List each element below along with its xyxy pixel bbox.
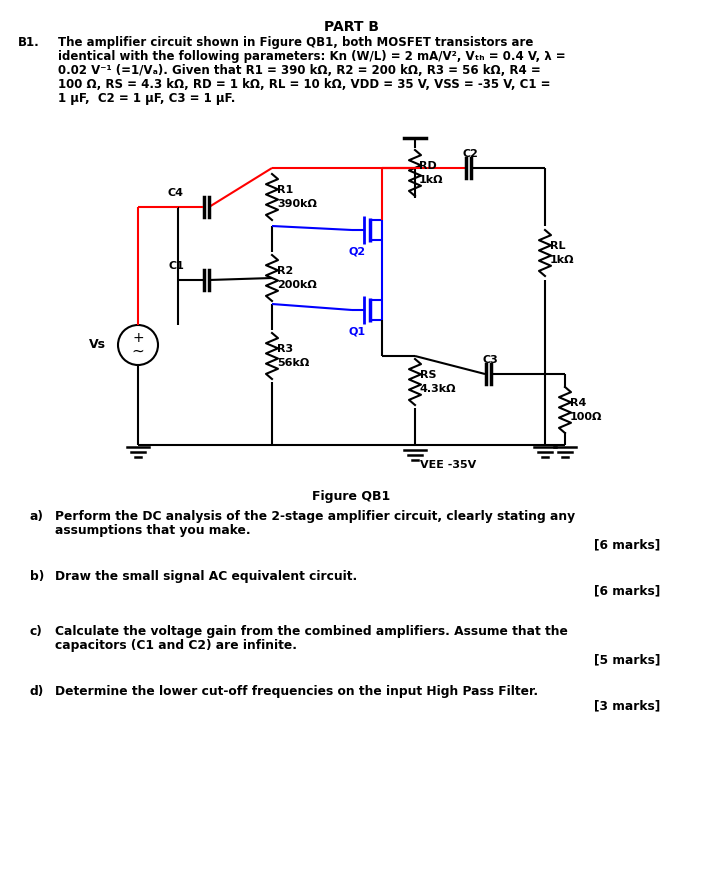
Text: +: + — [132, 331, 144, 345]
Text: Calculate the voltage gain from the combined amplifiers. Assume that the: Calculate the voltage gain from the comb… — [55, 625, 568, 638]
Text: 4.3kΩ: 4.3kΩ — [420, 384, 456, 394]
Text: capacitors (C1 and C2) are infinite.: capacitors (C1 and C2) are infinite. — [55, 639, 297, 652]
Text: d): d) — [30, 685, 44, 698]
Text: Figure QB1: Figure QB1 — [312, 490, 390, 503]
Text: C2: C2 — [462, 149, 478, 159]
Text: The amplifier circuit shown in Figure QB1, both MOSFET transistors are: The amplifier circuit shown in Figure QB… — [58, 36, 534, 49]
Text: C3: C3 — [482, 355, 498, 365]
Text: RD: RD — [419, 161, 437, 171]
Text: R4: R4 — [570, 398, 586, 408]
Text: 1 μF,  C2 = 1 μF, C3 = 1 μF.: 1 μF, C2 = 1 μF, C3 = 1 μF. — [58, 92, 235, 105]
Text: identical with the following parameters: Kn (W/L) = 2 mA/V², Vₜₕ = 0.4 V, λ =: identical with the following parameters:… — [58, 50, 566, 63]
Text: B1.: B1. — [18, 36, 40, 49]
Text: Determine the lower cut-off frequencies on the input High Pass Filter.: Determine the lower cut-off frequencies … — [55, 685, 538, 698]
Text: ~: ~ — [132, 344, 145, 358]
Text: [3 marks]: [3 marks] — [594, 699, 660, 712]
Text: [5 marks]: [5 marks] — [594, 653, 660, 666]
Text: RL: RL — [550, 241, 566, 251]
Text: Q1: Q1 — [348, 327, 366, 337]
Text: 100 Ω, RS = 4.3 kΩ, RD = 1 kΩ, RL = 10 kΩ, VDD = 35 V, VSS = -35 V, C1 =: 100 Ω, RS = 4.3 kΩ, RD = 1 kΩ, RL = 10 k… — [58, 78, 550, 91]
Text: 390kΩ: 390kΩ — [277, 199, 317, 209]
Text: Perform the DC analysis of the 2-stage amplifier circuit, clearly stating any: Perform the DC analysis of the 2-stage a… — [55, 510, 575, 523]
Text: 0.02 V⁻¹ (=1/Vₐ). Given that R1 = 390 kΩ, R2 = 200 kΩ, R3 = 56 kΩ, R4 =: 0.02 V⁻¹ (=1/Vₐ). Given that R1 = 390 kΩ… — [58, 64, 541, 77]
Text: assumptions that you make.: assumptions that you make. — [55, 524, 251, 537]
Text: a): a) — [30, 510, 44, 523]
Text: 56kΩ: 56kΩ — [277, 358, 310, 368]
Text: C4: C4 — [168, 188, 184, 198]
Text: 200kΩ: 200kΩ — [277, 280, 317, 290]
Text: R3: R3 — [277, 344, 293, 354]
Text: Draw the small signal AC equivalent circuit.: Draw the small signal AC equivalent circ… — [55, 570, 357, 583]
Text: 100Ω: 100Ω — [570, 412, 602, 422]
Text: R1: R1 — [277, 185, 293, 195]
Text: Vs: Vs — [89, 339, 106, 352]
Text: 1kΩ: 1kΩ — [419, 175, 444, 185]
Text: VEE -35V: VEE -35V — [420, 460, 476, 470]
Text: RS: RS — [420, 370, 437, 380]
Text: PART B: PART B — [324, 20, 378, 34]
Text: C1: C1 — [168, 261, 184, 271]
Text: b): b) — [30, 570, 44, 583]
Text: R2: R2 — [277, 266, 293, 276]
Text: 1kΩ: 1kΩ — [550, 255, 574, 265]
Text: Q2: Q2 — [348, 247, 366, 257]
Text: [6 marks]: [6 marks] — [594, 584, 660, 597]
Text: [6 marks]: [6 marks] — [594, 538, 660, 551]
Text: c): c) — [30, 625, 43, 638]
